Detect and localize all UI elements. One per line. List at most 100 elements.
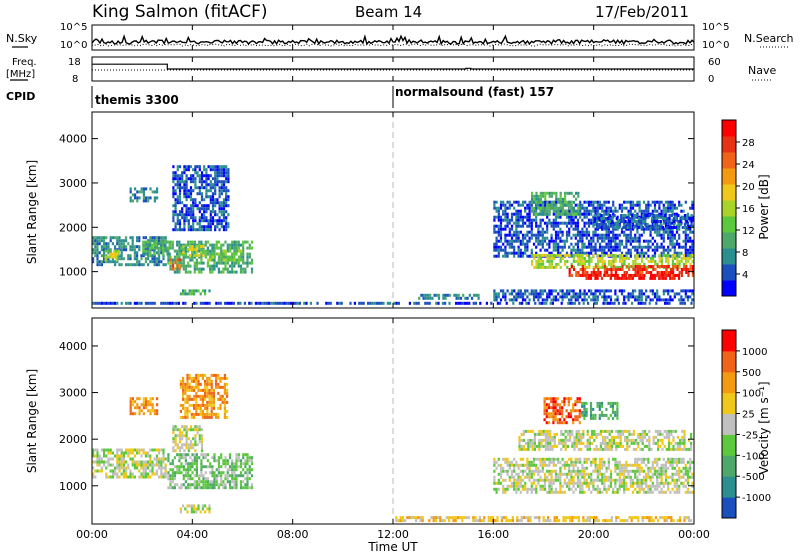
power-cell [203, 198, 206, 202]
velocity-cell [233, 465, 236, 469]
velocity-cell [118, 460, 121, 464]
power-cell [689, 289, 692, 293]
velocity-cell [188, 376, 191, 380]
power-cell [513, 248, 516, 252]
velocity-cell [415, 519, 418, 523]
power-cell [131, 239, 134, 243]
velocity-cell [187, 468, 190, 472]
velocity-cell [581, 466, 584, 470]
velocity-cell [206, 385, 209, 389]
power-cell [216, 165, 219, 169]
power-cell [661, 226, 665, 229]
velocity-cell [571, 516, 574, 520]
power-cell [505, 301, 508, 305]
velocity-cell [186, 379, 189, 383]
power-cell [552, 242, 555, 246]
power-cell [250, 267, 254, 271]
power-cell [220, 189, 223, 193]
velocity-cell [151, 403, 154, 407]
velocity-cell [181, 431, 184, 435]
power-cell [519, 215, 522, 219]
velocity-cell [217, 486, 220, 490]
power-cell [554, 236, 558, 240]
power-cell [647, 295, 650, 299]
velocity-cell [212, 400, 215, 404]
power-cell [656, 295, 659, 299]
velocity-cell [133, 466, 136, 470]
power-cell [140, 257, 143, 261]
power-cell [587, 203, 591, 207]
velocity-cell [197, 403, 200, 407]
power-cell [575, 191, 578, 195]
power-cell [653, 223, 656, 226]
power-cell [192, 222, 195, 226]
velocity-cell [189, 483, 192, 487]
power-cell [603, 265, 606, 268]
power-cell [418, 296, 421, 300]
power-cell [664, 301, 667, 305]
velocity-cell [616, 463, 619, 467]
power-cell [207, 177, 210, 181]
velocity-cell [209, 483, 212, 487]
power-cell [508, 218, 511, 222]
power-cell [502, 209, 505, 213]
velocity-cell [176, 468, 179, 472]
power-cell [109, 248, 112, 252]
power-cell [515, 221, 518, 225]
power-cell [176, 255, 179, 259]
cpid-label: CPID [6, 90, 35, 103]
power-cell [162, 249, 165, 253]
power-cell [546, 295, 549, 299]
power-cell [151, 236, 154, 240]
velocity-cell [204, 397, 207, 401]
power-cell [185, 195, 188, 199]
power-cell [554, 289, 558, 293]
velocity-cell [527, 516, 530, 520]
power-cell [554, 218, 558, 222]
velocity-cell [190, 415, 193, 419]
power-cell [105, 242, 108, 246]
power-cell [568, 212, 571, 216]
velocity-cell [548, 490, 551, 494]
power-cell [570, 191, 573, 195]
velocity-cell [198, 440, 201, 444]
power-cell [621, 256, 624, 260]
power-cell [360, 301, 363, 305]
power-cell [442, 293, 445, 297]
velocity-cell [171, 480, 174, 484]
power-cell [570, 209, 573, 213]
power-cell [517, 254, 520, 258]
power-cell [298, 301, 301, 305]
velocity-cell [176, 471, 179, 475]
power-cell [674, 265, 677, 268]
power-cell [653, 230, 657, 234]
power-cell [680, 295, 683, 299]
power-cell [155, 260, 158, 264]
power-cell [437, 296, 441, 300]
power-cell [107, 245, 110, 249]
power-cell [211, 216, 215, 220]
velocity-cell [499, 481, 503, 485]
power-cell [224, 301, 227, 305]
power-cell [612, 256, 615, 260]
velocity-cell [204, 379, 207, 383]
power-cell [211, 210, 215, 214]
velocity-cell [178, 440, 182, 444]
power-cell [658, 230, 661, 234]
power-cell [546, 259, 549, 263]
power-cell [667, 248, 670, 252]
power-cell [686, 295, 690, 299]
power-cell [590, 271, 593, 274]
velocity-cell [190, 385, 193, 389]
velocity-cell [439, 519, 442, 523]
velocity-cell [521, 487, 525, 491]
power-cell [636, 203, 639, 207]
power-cell [105, 260, 108, 264]
velocity-cell [668, 516, 671, 520]
power-cell [220, 261, 223, 265]
power-cell [656, 289, 659, 293]
power-cell [239, 243, 243, 247]
power-cell [499, 224, 503, 228]
power-cell [557, 262, 560, 266]
power-cell [160, 301, 163, 305]
